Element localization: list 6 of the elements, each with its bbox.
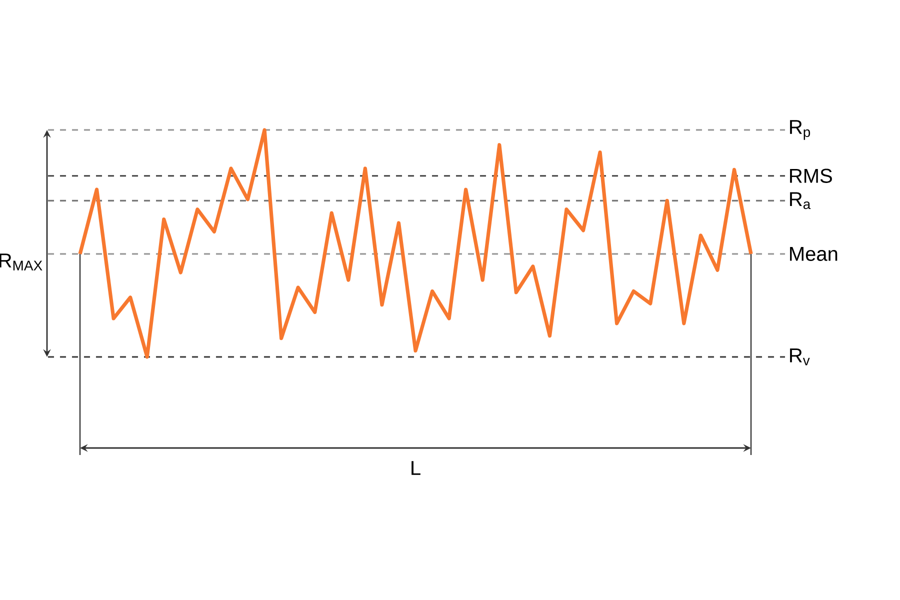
ref-line-label: R$_{a}$ — [790, 192, 811, 210]
ref-line-label: Mean — [790, 247, 838, 261]
text: L — [412, 461, 420, 475]
ref-line-label: RMS — [790, 168, 832, 183]
ref-line-label: R$_{p}$ — [790, 120, 810, 140]
ref-line-label: R$_{v}$ — [790, 348, 810, 366]
